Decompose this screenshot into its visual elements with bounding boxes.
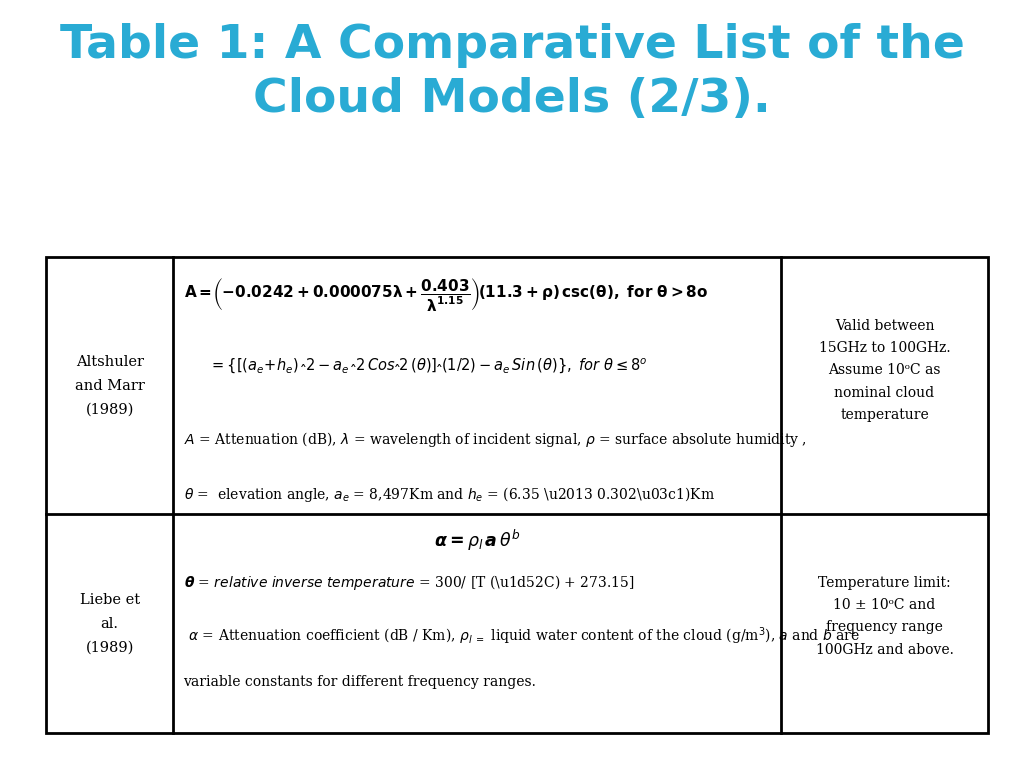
Text: variable constants for different frequency ranges.: variable constants for different frequen… [183, 675, 537, 689]
Text: $A$ = Attenuation (dB), $\lambda$ = wavelength of incident signal, $\rho$ = surf: $A$ = Attenuation (dB), $\lambda$ = wave… [183, 430, 806, 449]
Text: $\boldsymbol{\alpha = \rho_l\,a\,\theta^b}$: $\boldsymbol{\alpha = \rho_l\,a\,\theta^… [434, 528, 520, 554]
Text: $\mathbf{A{=}}\!\left(\mathbf{{-0.0242}+0.000075\lambda+\dfrac{0.403}{\lambda^{1: $\mathbf{A{=}}\!\left(\mathbf{{-0.0242}+… [183, 276, 708, 313]
Text: Table 1: A Comparative List of the
Cloud Models (2/3).: Table 1: A Comparative List of the Cloud… [59, 23, 965, 122]
Text: Valid between
15GHz to 100GHz.
Assume 10ᵒC as
nominal cloud
temperature: Valid between 15GHz to 100GHz. Assume 10… [819, 319, 950, 422]
Text: Temperature limit:
10 ± 10ᵒC and
frequency range
100GHz and above.: Temperature limit: 10 ± 10ᵒC and frequen… [815, 576, 953, 657]
Text: $\alpha$ = Attenuation coefficient (dB / Km), $\rho_{l\ =}$ liquid water content: $\alpha$ = Attenuation coefficient (dB /… [183, 625, 859, 647]
Text: $\boldsymbol{\theta}$ = $\mathit{relative\ inverse\ temperature}$ = 300/ [T (\u1: $\boldsymbol{\theta}$ = $\mathit{relativ… [183, 573, 634, 592]
Text: $= \{[(a_e\!+\!h_e)\,\hat{\ }2 - a_e\,\hat{\ }2\,Cos\hat{\ }2\,(\theta)]\hat{\ }: $= \{[(a_e\!+\!h_e)\,\hat{\ }2 - a_e\,\h… [209, 357, 648, 376]
Bar [46, 257, 988, 733]
Text: Liebe et
al.
(1989): Liebe et al. (1989) [80, 593, 139, 655]
Text: $\theta$ =  elevation angle, $a_e$ = 8,497Km and $h_e$ = (6.35 \u2013 0.302\u03c: $\theta$ = elevation angle, $a_e$ = 8,49… [183, 485, 715, 505]
Text: Altshuler
and Marr
(1989): Altshuler and Marr (1989) [75, 355, 144, 417]
